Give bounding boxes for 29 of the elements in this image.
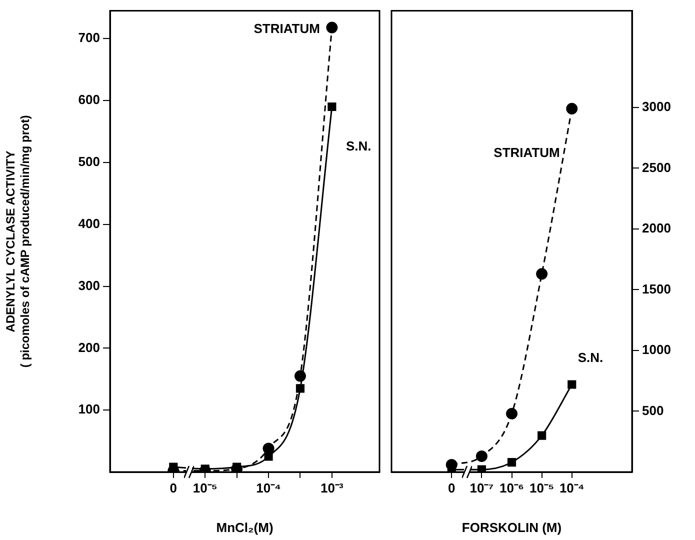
y-tick-label: 500 [78, 154, 100, 170]
x-tick-label: 10⁻⁵ [192, 480, 218, 496]
y2-tick-label: 2000 [642, 220, 671, 236]
x-tick-label: 10⁻⁶ [500, 480, 524, 496]
y2-tick-label: 3000 [642, 98, 671, 114]
x-tick-label: 0 [170, 480, 178, 496]
series-label: STRIATUM [494, 145, 560, 160]
y-axis-title: ADENYLYL CYCLASE ACTIVITY ( picomoles of cAMP produced/min/mg prot) [4, 115, 32, 368]
x-tick-label: 10⁻⁴ [256, 480, 281, 496]
x-tick-label: 10⁻⁴ [559, 480, 584, 496]
y-tick-label: 100 [78, 402, 100, 417]
y2-tick-label: 500 [642, 402, 664, 418]
x-tick-label: 10⁻³ [320, 480, 344, 496]
x-axis-title: MnCl₂(M) [216, 520, 274, 535]
x-tick-label: 10⁻⁵ [530, 480, 554, 496]
y2-tick-label: 1500 [642, 281, 671, 296]
y2-tick-label: 2500 [642, 160, 671, 175]
x-tick-label: 0 [448, 480, 456, 496]
x-tick-label: 10⁻⁷ [470, 480, 494, 496]
y-tick-label: 400 [78, 216, 100, 231]
y-tick-label: 200 [78, 340, 100, 355]
series-label: S.N. [346, 138, 372, 154]
x-axis-title: FORSKOLIN (M) [462, 520, 562, 535]
y-tick-label: 300 [78, 278, 100, 293]
y2-tick-label: 1000 [642, 342, 671, 358]
y-tick-label: 700 [78, 30, 100, 46]
series-label: STRIATUM [254, 21, 320, 36]
y-tick-label: 600 [78, 92, 100, 108]
series-label: S.N. [578, 350, 604, 366]
